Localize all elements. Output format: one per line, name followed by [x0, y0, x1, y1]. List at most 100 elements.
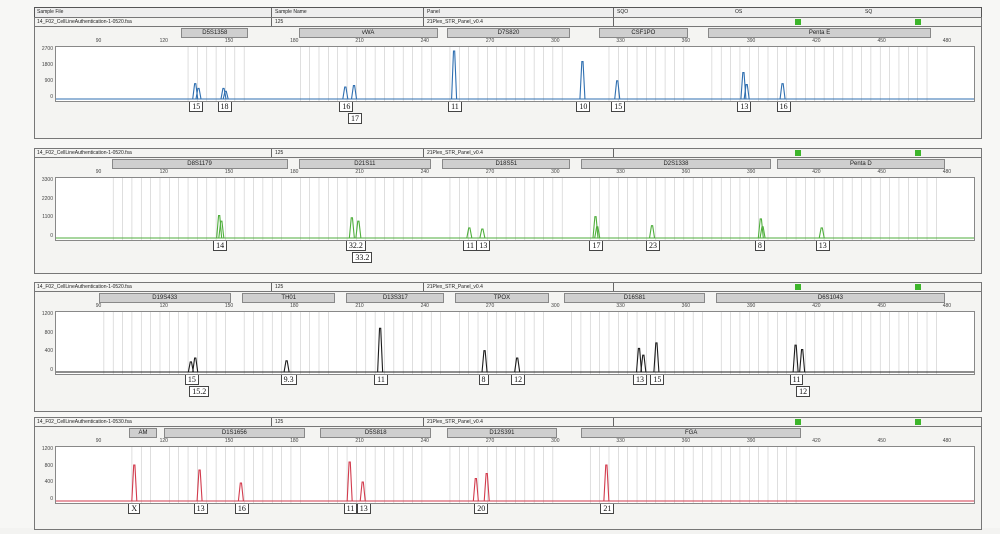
allele-label[interactable]: 16 — [234, 504, 249, 514]
y-tick-label: 1800 — [41, 62, 53, 68]
peak[interactable] — [195, 87, 202, 100]
peak[interactable] — [346, 461, 353, 502]
peak[interactable] — [594, 226, 601, 239]
peak[interactable] — [216, 215, 223, 239]
peak[interactable] — [237, 482, 244, 502]
column-divider — [271, 149, 272, 157]
peak[interactable] — [283, 360, 290, 373]
peak[interactable] — [481, 350, 488, 373]
peak[interactable] — [348, 217, 355, 239]
locus-marker: D13S317 — [346, 293, 445, 303]
allele-label[interactable]: 8 — [478, 375, 489, 385]
scale-tick-label: 330 — [616, 438, 625, 444]
scale-tick-label: 450 — [877, 169, 886, 175]
allele-label[interactable]: 15 — [611, 102, 626, 112]
sq-status-icon — [915, 284, 921, 290]
locus-marker: D2S1338 — [581, 159, 771, 169]
allele-label[interactable]: 23 — [646, 241, 661, 251]
allele-label[interactable]: 8 — [754, 241, 765, 251]
peak[interactable] — [743, 84, 750, 100]
allele-label[interactable]: 17 — [589, 241, 604, 251]
peak[interactable] — [649, 225, 656, 239]
trace-panel: 14_F02_CellLineAuthentication-1-0530.fsa… — [34, 417, 982, 530]
scale-tick-label: 180 — [290, 38, 299, 44]
peak[interactable] — [342, 86, 349, 100]
scale-tick-label: 300 — [551, 303, 560, 309]
peak[interactable] — [792, 344, 799, 373]
peak[interactable] — [192, 357, 199, 373]
peak[interactable] — [187, 361, 194, 373]
header-sq: SQ — [865, 9, 873, 15]
allele-label[interactable]: 9.3 — [280, 375, 297, 385]
peak[interactable] — [514, 357, 521, 373]
peak[interactable] — [799, 349, 806, 373]
peak[interactable] — [466, 227, 473, 239]
peak[interactable] — [359, 481, 366, 502]
allele-label[interactable]: 11 — [463, 241, 478, 251]
allele-label[interactable]: 18 — [217, 102, 232, 112]
peak[interactable] — [377, 327, 384, 373]
trace-panel: 14_F02_CellLineAuthentication-1-0520.fsa… — [34, 282, 982, 412]
peak[interactable] — [740, 72, 747, 100]
allele-label[interactable]: 12 — [796, 386, 811, 397]
scale-tick-label: 480 — [942, 169, 952, 175]
peak[interactable] — [222, 90, 229, 100]
sqo-status-icon — [795, 284, 801, 290]
peak[interactable] — [472, 477, 479, 502]
allele-label[interactable]: 13 — [193, 504, 208, 514]
peak[interactable] — [350, 85, 358, 100]
allele-label[interactable]: 13 — [632, 375, 647, 385]
allele-label[interactable]: 20 — [474, 504, 489, 514]
peak[interactable] — [196, 469, 203, 502]
allele-label[interactable]: 15.2 — [189, 386, 210, 397]
peak[interactable] — [653, 342, 660, 373]
peak[interactable] — [818, 227, 825, 239]
allele-label[interactable]: 32.2 — [345, 241, 366, 251]
allele-label[interactable]: 11 — [374, 375, 388, 385]
header-os: OS — [735, 9, 743, 15]
allele-label[interactable]: 16 — [776, 102, 791, 112]
allele-label[interactable]: 11 — [343, 504, 358, 514]
allele-label[interactable]: 11 — [789, 375, 804, 385]
peak[interactable] — [579, 61, 586, 100]
locus-marker-row: AM D1S1656 D5S818 D12S391 FGA — [35, 427, 981, 438]
allele-label[interactable]: X — [128, 504, 141, 514]
peak[interactable] — [614, 80, 621, 100]
allele-label[interactable]: 33.2 — [352, 252, 373, 263]
peak[interactable] — [635, 347, 643, 373]
allele-label[interactable]: 13 — [476, 241, 491, 251]
allele-label[interactable]: 12 — [511, 375, 526, 385]
allele-label[interactable]: 13 — [815, 241, 830, 251]
peak[interactable] — [483, 472, 490, 502]
sqo-status-icon — [795, 19, 801, 25]
allele-label[interactable]: 15 — [650, 375, 665, 385]
peak[interactable] — [131, 464, 138, 502]
scale-tick-label: 420 — [812, 303, 821, 309]
peak[interactable] — [192, 83, 199, 100]
peak[interactable] — [757, 218, 764, 239]
allele-label[interactable]: 11 — [448, 102, 462, 112]
peak[interactable] — [779, 83, 786, 100]
y-tick-label: 1100 — [42, 214, 53, 221]
panel-panel-name: 21Plex_STR_Panel_v0.4 — [427, 419, 483, 425]
peak[interactable] — [479, 228, 486, 239]
peak[interactable] — [218, 220, 225, 239]
peak[interactable] — [640, 354, 647, 373]
allele-label[interactable]: 13 — [356, 504, 371, 514]
peak[interactable] — [220, 87, 227, 100]
allele-label[interactable]: 15 — [184, 375, 199, 385]
locus-marker: D12S391 — [446, 428, 558, 438]
peak[interactable] — [451, 50, 458, 100]
scale-tick-label: 330 — [616, 303, 625, 309]
peak[interactable] — [603, 464, 610, 502]
allele-label[interactable]: 16 — [339, 102, 354, 112]
locus-marker: FGA — [581, 428, 801, 438]
allele-label[interactable]: 17 — [348, 113, 363, 124]
allele-label[interactable]: 15 — [189, 102, 204, 112]
peak[interactable] — [355, 220, 362, 239]
allele-label[interactable]: 10 — [576, 102, 591, 112]
peak[interactable] — [759, 226, 766, 239]
allele-label[interactable]: 13 — [737, 102, 752, 112]
allele-label[interactable]: 14 — [213, 241, 228, 251]
allele-label[interactable]: 21 — [600, 504, 615, 514]
